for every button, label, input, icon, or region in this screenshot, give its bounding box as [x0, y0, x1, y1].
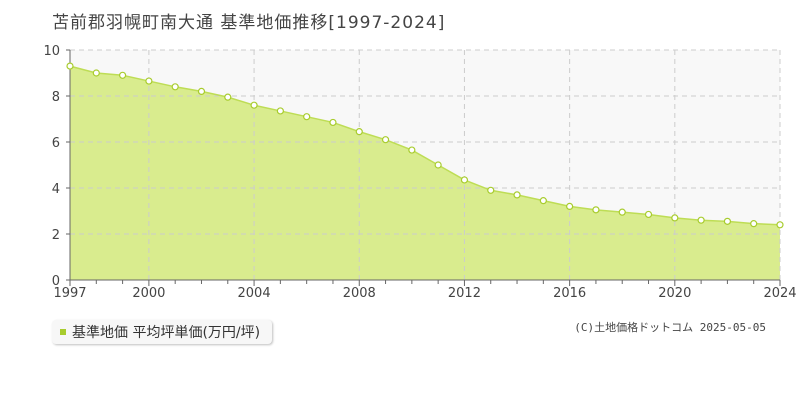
y-tick-label: 4 [52, 182, 60, 197]
y-tick-label: 0 [52, 274, 60, 289]
y-tick-label: 6 [52, 136, 60, 151]
series-line [69, 65, 781, 226]
credit-text: (C)土地価格ドットコム 2025-05-05 [574, 321, 766, 334]
data-point [329, 118, 337, 127]
data-point [118, 71, 127, 79]
data-point [145, 77, 153, 85]
data-point [697, 216, 705, 224]
data-point [381, 136, 390, 144]
data-point [671, 214, 679, 222]
x-tick-label: 2016 [553, 286, 586, 301]
data-point [644, 210, 653, 219]
chart-title: 苫前郡羽幌町南大通 基準地価推移[1997-2024] [52, 13, 446, 33]
x-tick-label: 2004 [238, 286, 271, 301]
data-point [355, 128, 363, 136]
data-point [250, 101, 258, 109]
data-point [513, 191, 521, 199]
legend-marker [60, 329, 66, 335]
area-fill [70, 66, 780, 280]
data-point [592, 206, 600, 214]
data-point [434, 161, 442, 169]
x-tick-label: 2024 [763, 286, 796, 301]
x-tick-label: 2012 [448, 286, 481, 301]
data-point [750, 220, 758, 228]
x-tick-label: 2020 [658, 286, 691, 301]
legend-label: 基準地価 平均坪単価(万円/坪) [72, 325, 261, 341]
data-point [776, 221, 784, 229]
data-point [723, 217, 732, 225]
data-point [566, 202, 574, 210]
legend: 基準地価 平均坪単価(万円/坪) [52, 320, 273, 344]
y-tick-label: 10 [43, 44, 60, 59]
x-tick-label: 1997 [53, 286, 86, 301]
data-point [197, 87, 206, 96]
data-point [92, 69, 100, 77]
data-point [303, 113, 311, 121]
data-point [408, 146, 416, 154]
data-point [66, 62, 74, 70]
data-point [171, 83, 179, 91]
chart: 0 2 4 6 8 10 1997 2000 2004 2008 2012 2016 2020 2024 [43, 44, 796, 301]
y-tick-label: 2 [52, 228, 60, 243]
x-tick-label: 2000 [132, 286, 165, 301]
x-tick-label: 2008 [343, 286, 376, 301]
data-point [618, 208, 626, 216]
data-point [460, 176, 469, 184]
y-tick-label: 8 [52, 90, 60, 105]
data-point [276, 107, 284, 115]
data-point [539, 197, 547, 205]
data-point [224, 93, 232, 101]
data-point [487, 186, 495, 194]
